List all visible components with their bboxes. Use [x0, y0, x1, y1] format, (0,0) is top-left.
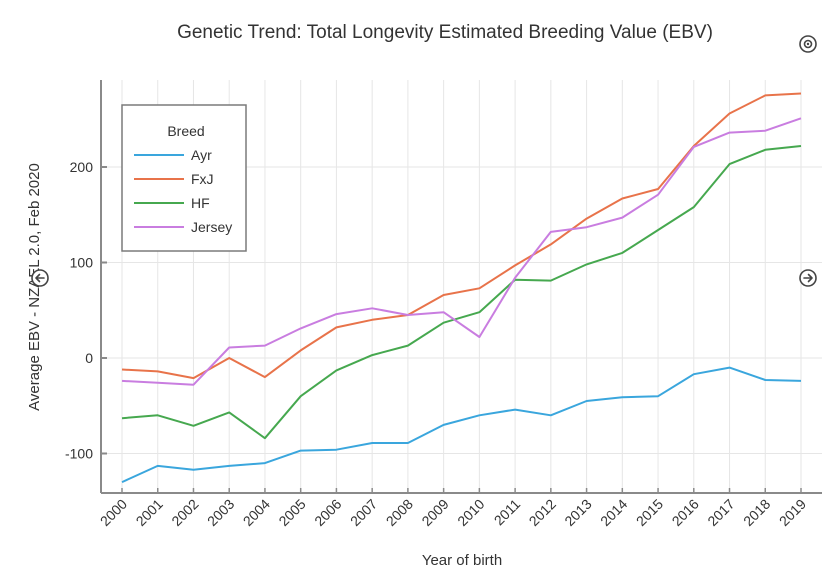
series-line-jersey — [121, 117, 802, 386]
y-axis-label: Average EBV - NZAEL 2.0, Feb 2020 — [26, 163, 43, 411]
x-tick-label: 2012 — [526, 496, 559, 529]
arrow-right-circle-icon[interactable] — [798, 268, 818, 288]
series-line-ayr — [121, 366, 802, 484]
x-tick-label: 2013 — [561, 496, 594, 529]
x-tick-label: 2000 — [97, 496, 130, 529]
x-tick-label: 2015 — [633, 496, 666, 529]
legend-label: Ayr — [191, 147, 212, 163]
x-tick-label: 2011 — [491, 496, 524, 529]
legend-label: FxJ — [191, 171, 214, 187]
legend-item-hf[interactable]: HF — [134, 195, 210, 211]
legend-title: Breed — [167, 123, 204, 139]
x-tick-label: 2003 — [204, 496, 237, 529]
y-tick-label: 100 — [70, 255, 94, 271]
series-line-hf — [121, 145, 802, 440]
legend[interactable]: Breed Ayr FxJ HF Jersey — [121, 104, 247, 252]
y-tick-label: 0 — [85, 350, 93, 366]
x-tick-label: 2002 — [168, 496, 201, 529]
x-tick-label: 2010 — [454, 496, 487, 529]
arrow-left-circle-icon[interactable] — [30, 268, 50, 288]
y-tick-label: -100 — [65, 446, 93, 462]
x-tick-label: 2009 — [418, 496, 451, 529]
legend-item-jersey[interactable]: Jersey — [134, 219, 232, 235]
series-line-fxj — [121, 92, 802, 380]
x-tick-label: 2001 — [133, 496, 166, 529]
x-tick-label: 2006 — [311, 496, 344, 529]
x-tick-label: 2017 — [704, 496, 737, 529]
x-tick-label: 2014 — [597, 496, 630, 529]
x-tick-label: 2018 — [740, 496, 773, 529]
x-tick-label: 2019 — [776, 496, 809, 529]
close-circle-icon[interactable] — [798, 34, 818, 54]
x-axis-label: Year of birth — [422, 552, 502, 569]
grid — [101, 80, 822, 493]
legend-items: Ayr FxJ HF Jersey — [134, 147, 232, 235]
legend-label: Jersey — [191, 219, 232, 235]
x-tick-label: 2008 — [383, 496, 416, 529]
series-layer — [121, 92, 802, 484]
legend-label: HF — [191, 195, 210, 211]
x-tick-label: 2016 — [669, 496, 702, 529]
x-tick-label: 2007 — [347, 496, 380, 529]
x-ticks: 2000 2001 2002 2003 2004 2005 2006 2007 2008 2009… — [97, 488, 809, 529]
y-ticks: -100 0 100 200 — [65, 159, 107, 462]
x-tick-label: 2005 — [275, 496, 308, 529]
chart-title: Genetic Trend: Total Longevity Estimated… — [177, 22, 713, 43]
x-tick-label: 2004 — [240, 496, 273, 529]
legend-item-ayr[interactable]: Ayr — [134, 147, 212, 163]
y-tick-label: 200 — [70, 159, 94, 175]
legend-item-fxj[interactable]: FxJ — [134, 171, 214, 187]
axes — [100, 80, 822, 494]
